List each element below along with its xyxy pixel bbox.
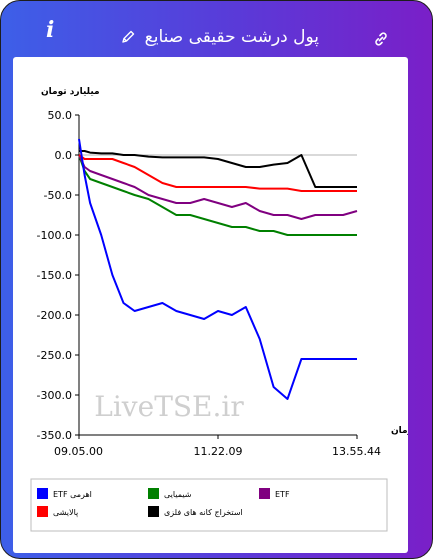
x-tick-label: 11.22.09 [194, 445, 243, 458]
x-tick-label: 09.05.00 [54, 445, 103, 458]
info-icon[interactable]: i [46, 17, 55, 43]
legend-swatch [148, 488, 159, 499]
legend-label: شیمیایی [164, 490, 192, 499]
legend-swatch [37, 506, 48, 517]
y-tick-label: -100.0 [37, 229, 72, 242]
legend-label: پالایشی [53, 508, 78, 517]
series-line-3 [78, 154, 357, 192]
title-group: پول درشت حقیقی صنایع [121, 27, 319, 47]
x-axis-label: زمان [391, 426, 408, 436]
series-line-2 [78, 154, 358, 220]
watermark: LiveTSE.ir [94, 390, 244, 423]
y-axis-label: میلیارد تومان [41, 87, 100, 97]
link-icon[interactable] [373, 31, 389, 47]
line-chart: میلیارد تومان زمان LiveTSE.ir 50.0 0.0 -50… [30, 87, 413, 532]
y-tick-label: 0.0 [55, 149, 73, 162]
pencil-icon[interactable] [121, 30, 135, 44]
chart-legend: ETF اهرمی شیمیایی ETF پالایشی استخراج کانه ه… [30, 478, 388, 532]
series-line-4 [79, 150, 357, 188]
legend-label: ETF [275, 490, 290, 499]
y-tick-label: 50.0 [48, 109, 73, 122]
legend-label: ETF اهرمی [53, 490, 92, 499]
y-tick-label: -350.0 [37, 429, 72, 442]
legend-box [30, 478, 388, 532]
page-title: پول درشت حقیقی صنایع [144, 27, 319, 47]
chart-axes: 50.0 0.0 -50.0 -100.0 -150.0 -200.0 -250.0 -300… [37, 109, 381, 458]
y-tick-label: -250.0 [37, 349, 72, 362]
series-line-1 [78, 154, 357, 236]
legend-swatch [259, 488, 270, 499]
x-tick-label: 13.55.44 [332, 445, 381, 458]
header-bar: i پول درشت حقیقی صنایع [1, 1, 432, 57]
y-tick-label: -150.0 [37, 269, 72, 282]
chart-panel: میلیارد تومان زمان LiveTSE.ir 50.0 0.0 -50… [13, 57, 413, 553]
series-line-0 [78, 138, 357, 400]
legend-swatch [37, 488, 48, 499]
legend-swatch [148, 506, 159, 517]
chart-series [78, 138, 358, 400]
y-tick-label: -50.0 [44, 189, 72, 202]
y-tick-label: -300.0 [37, 389, 72, 402]
y-tick-label: -200.0 [37, 309, 72, 322]
legend-label: استخراج کانه های فلزی [164, 508, 243, 517]
